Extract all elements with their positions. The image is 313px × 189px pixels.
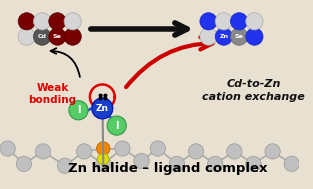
Circle shape [98, 153, 109, 165]
Circle shape [215, 28, 233, 45]
Circle shape [284, 156, 299, 171]
Text: Weak
bonding: Weak bonding [28, 83, 77, 105]
Text: Se: Se [235, 34, 244, 39]
Circle shape [107, 116, 126, 135]
Text: Se: Se [53, 34, 62, 39]
Circle shape [134, 153, 149, 169]
Circle shape [150, 141, 166, 156]
Circle shape [230, 28, 248, 45]
Circle shape [76, 144, 92, 159]
Text: I: I [115, 121, 118, 131]
Text: Zn: Zn [96, 104, 109, 113]
Circle shape [215, 13, 233, 30]
Circle shape [200, 13, 217, 30]
Text: Zn halide – ligand complex: Zn halide – ligand complex [68, 162, 267, 175]
Circle shape [246, 13, 263, 30]
Circle shape [18, 13, 35, 30]
Text: Cd: Cd [38, 34, 47, 39]
Circle shape [0, 141, 15, 156]
Circle shape [92, 98, 113, 119]
Circle shape [97, 142, 110, 155]
Circle shape [115, 141, 130, 156]
Circle shape [246, 156, 261, 171]
Text: I: I [77, 105, 80, 115]
Circle shape [208, 156, 223, 171]
Text: cation exchange: cation exchange [202, 92, 305, 102]
Circle shape [227, 144, 242, 159]
Text: Zn: Zn [219, 34, 228, 39]
Circle shape [169, 156, 185, 171]
Circle shape [33, 13, 51, 30]
Circle shape [35, 144, 51, 159]
Circle shape [188, 144, 204, 159]
Circle shape [230, 13, 248, 30]
Circle shape [246, 28, 263, 45]
Circle shape [18, 28, 35, 45]
Circle shape [16, 156, 32, 171]
Circle shape [49, 13, 66, 30]
Text: Cd-to-Zn: Cd-to-Zn [226, 79, 281, 89]
Circle shape [64, 28, 81, 45]
Circle shape [49, 28, 66, 45]
Circle shape [96, 156, 111, 171]
Circle shape [265, 144, 280, 159]
Circle shape [57, 158, 73, 173]
Circle shape [69, 101, 88, 120]
Circle shape [64, 13, 81, 30]
Circle shape [33, 28, 51, 45]
Circle shape [200, 28, 217, 45]
